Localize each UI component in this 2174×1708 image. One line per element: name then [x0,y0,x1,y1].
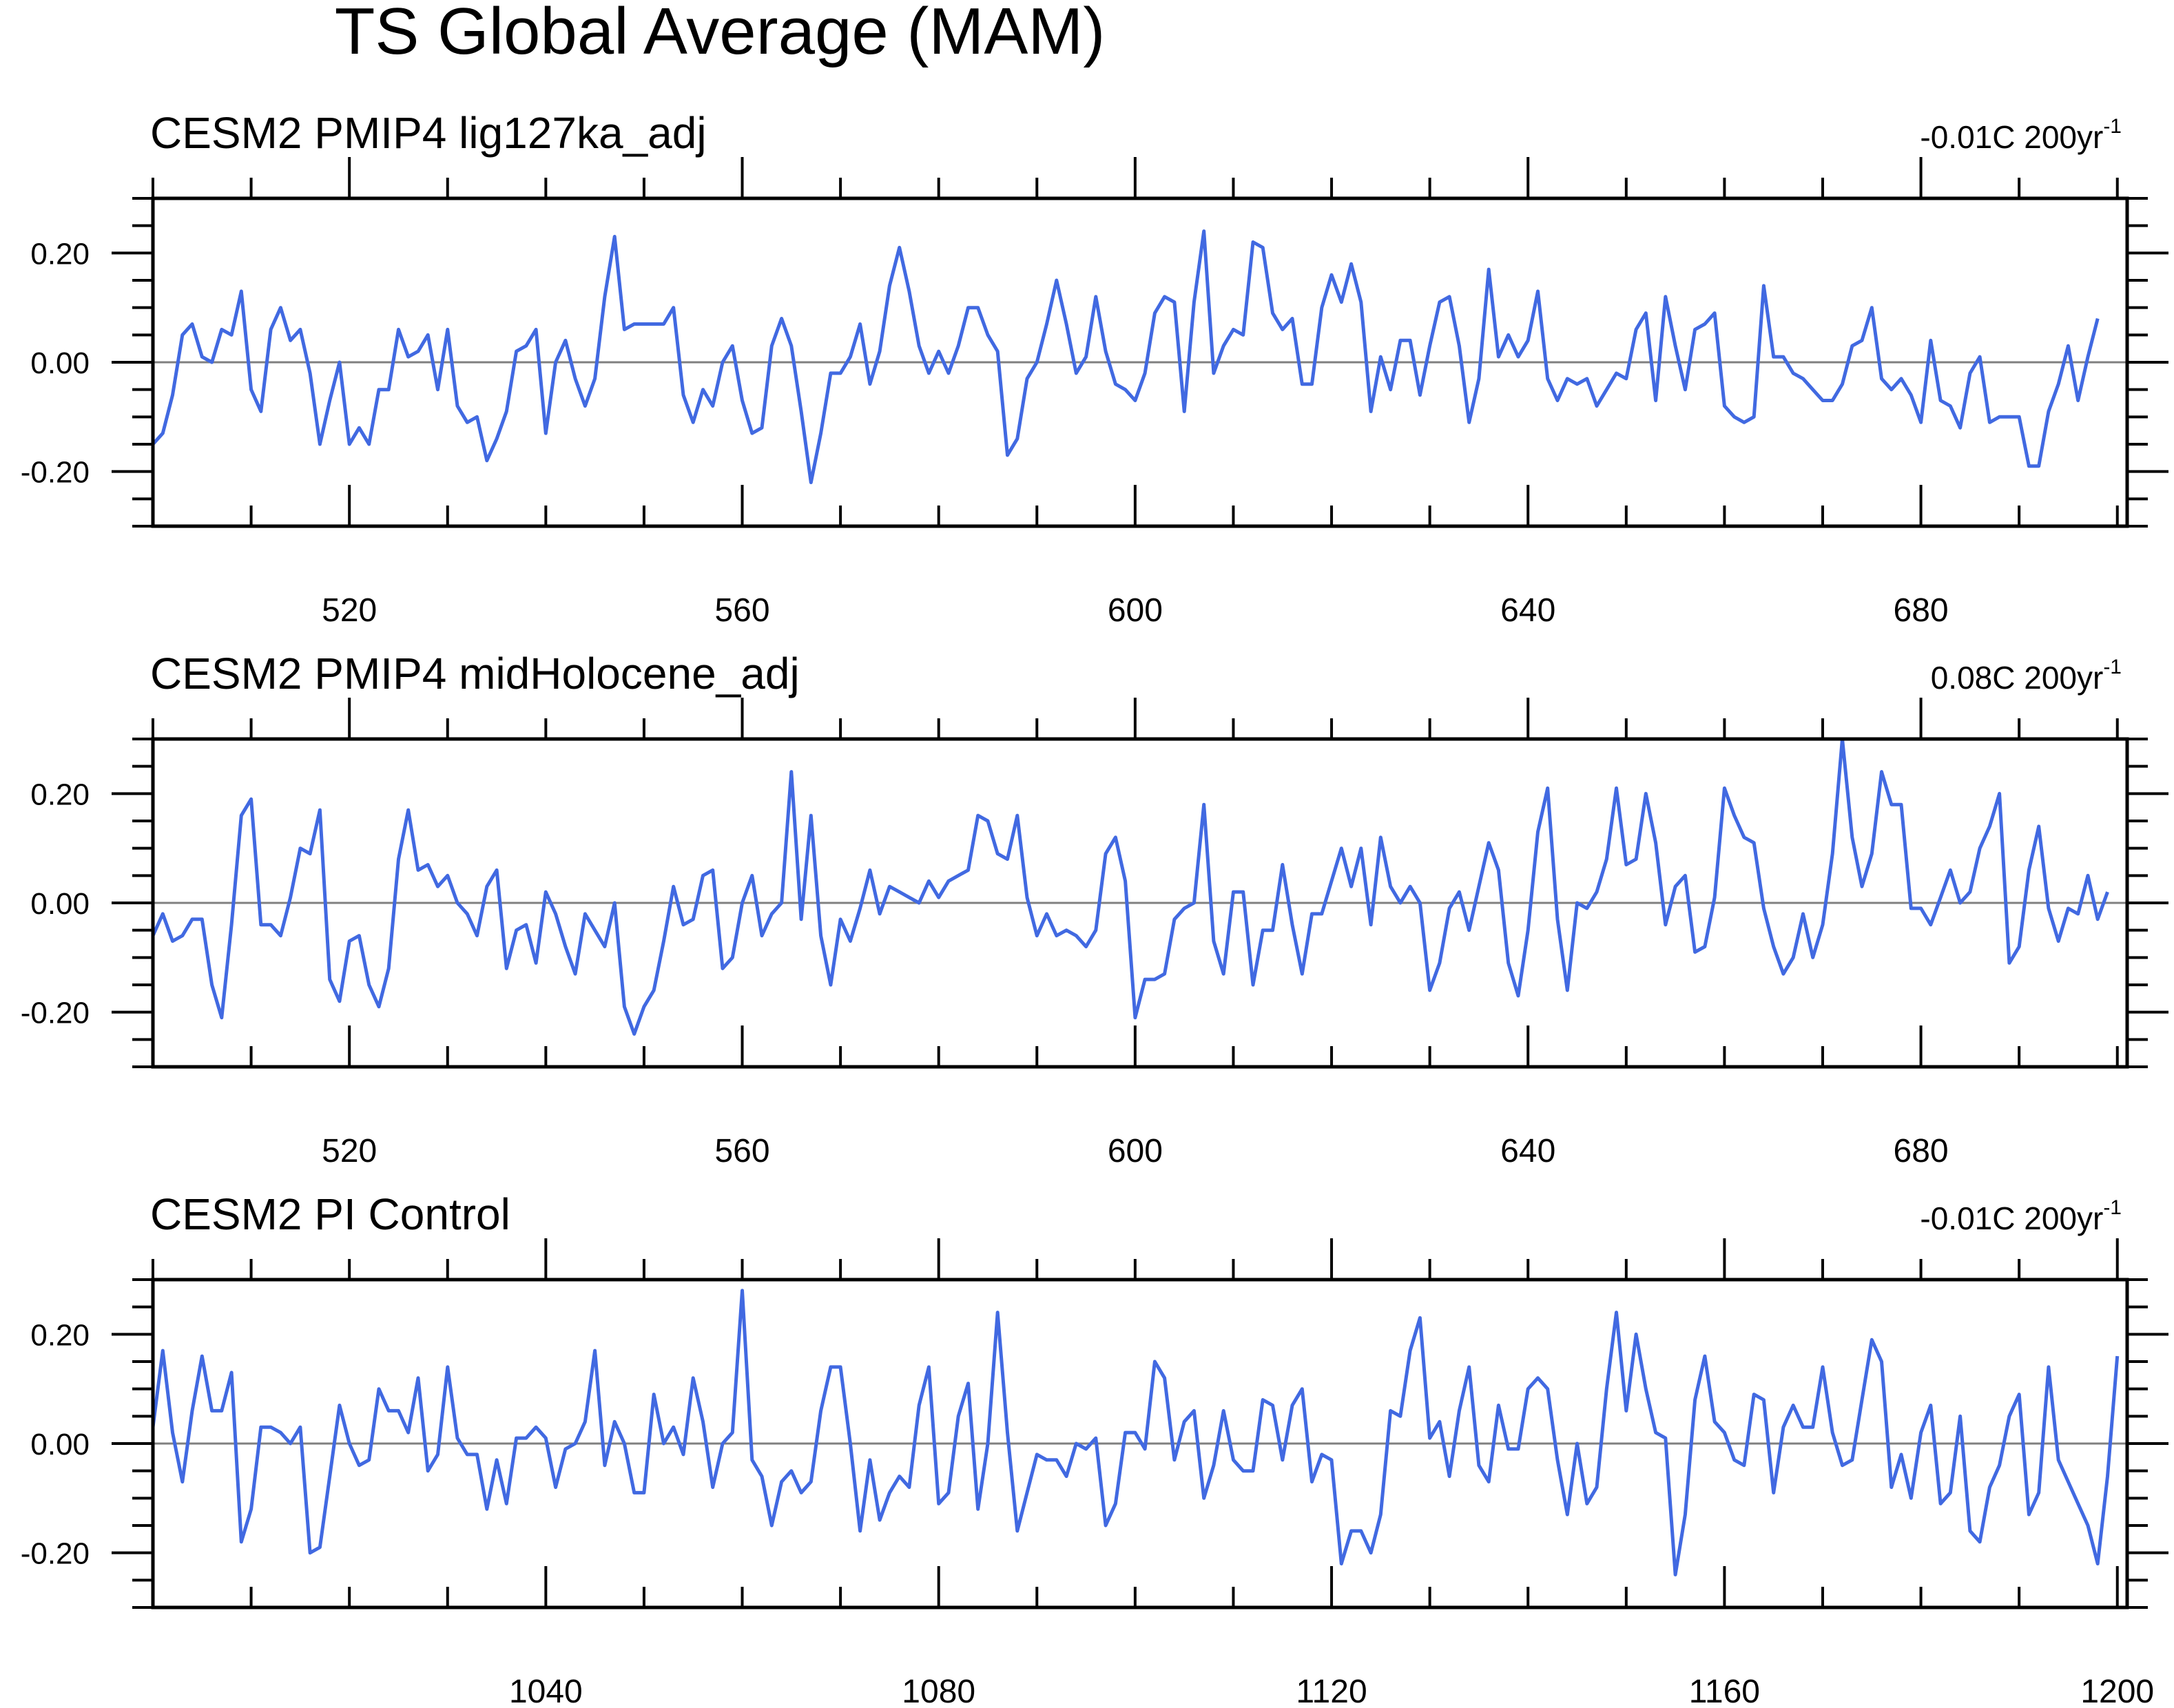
series-line [152,229,2100,484]
y-tick-label: 0.20 [30,778,90,811]
x-tick-label: 1160 [1689,1674,1760,1708]
trend-exponent: -1 [2103,1196,2122,1219]
x-tick-label: 600 [1108,1133,1163,1169]
x-tick-label: 560 [714,592,769,629]
x-tick-label: 1080 [902,1674,975,1708]
figure-title: TS Global Average (MAM) [335,0,1106,68]
series-line [151,1289,2120,1576]
x-tick-label: 520 [322,592,377,629]
panel-title: CESM2 PMIP4 lig127ka_adj [150,108,707,158]
y-tick-label: 0.20 [30,237,90,271]
panel-pi-control: CESM2 PI Control -0.01C 200yr-1 1040 1080… [21,1189,2168,1708]
plot-area: 520 560 600 640 680 0.20 0.00 -0.20 [21,698,2168,1169]
x-tick-label: 560 [714,1133,769,1169]
x-tick-label: 640 [1500,1133,1555,1169]
panel-lig127ka: CESM2 PMIP4 lig127ka_adj -0.01C 200yr-1 … [21,108,2168,629]
trend-exponent: -1 [2103,115,2122,138]
y-tick-label: 0.00 [30,1428,90,1461]
trend-value: -0.01C 200yr [1920,1200,2103,1236]
x-tick-label: 1120 [1296,1674,1367,1708]
x-tick-label: 520 [322,1133,377,1169]
panel-title: CESM2 PMIP4 midHolocene_adj [150,649,800,698]
y-tick-label: 0.20 [30,1318,90,1352]
plot-area: 520 560 600 640 680 0.20 0.00 -0.20 [21,157,2168,629]
panel-midholocene: CESM2 PMIP4 midHolocene_adj 0.08C 200yr-… [21,649,2168,1169]
plot-area: 1040 1080 1120 1160 1200 0.20 0.00 -0.20 [21,1238,2168,1708]
y-tick-label: -0.20 [21,997,90,1030]
trend-annotation: 0.08C 200yr-1 [1931,656,2122,696]
y-tick-label: -0.20 [21,1537,90,1571]
x-tick-label: 640 [1500,592,1555,629]
y-tick-label: -0.20 [21,456,90,490]
x-tick-label: 680 [1894,1133,1949,1169]
y-tick-label: 0.00 [30,346,90,380]
trend-value: -0.01C 200yr [1920,119,2103,155]
trend-annotation: -0.01C 200yr-1 [1920,115,2122,155]
trend-value: 0.08C 200yr [1931,660,2104,696]
x-tick-label: 600 [1108,592,1163,629]
x-tick-label: 680 [1894,592,1949,629]
trend-annotation: -0.01C 200yr-1 [1920,1196,2122,1236]
series-line [151,737,2109,1036]
y-tick-label: 0.00 [30,887,90,921]
trend-exponent: -1 [2103,656,2122,678]
x-tick-label: 1040 [509,1674,583,1708]
x-tick-label: 1200 [2080,1674,2154,1708]
panel-title: CESM2 PI Control [150,1189,510,1239]
